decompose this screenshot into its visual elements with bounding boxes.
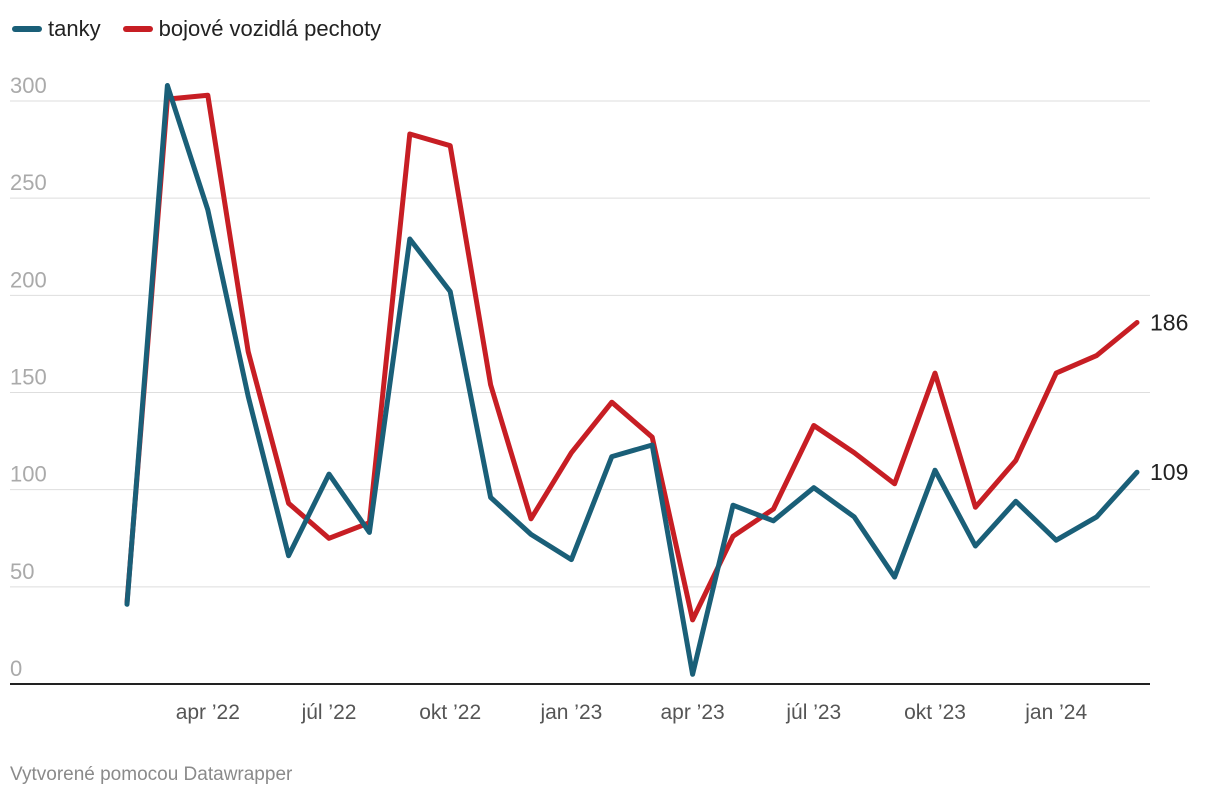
x-tick-label-6: okt ’23 [904,701,966,724]
legend-item-bvp: bojové vozidlá pechoty [122,16,382,42]
x-tick-label-2: okt ’22 [419,701,481,724]
series-line-tanky [124,83,1140,677]
end-label-bvp: 186 [1150,310,1188,336]
y-tick-label-0: 0 [10,656,22,681]
y-tick-label-300: 300 [10,73,47,98]
x-tick-label-0: apr ’22 [176,701,240,724]
line-chart: 0 50 100 150 200 250 300 apr ’22 júl ’22 okt ’22 j… [10,73,1188,724]
footer-credit: Vytvorené pomocou Datawrapper [10,764,293,785]
y-tick-label-200: 200 [10,267,47,292]
x-tick-label-5: júl ’23 [785,701,841,724]
legend-item-tanky: tanky [12,16,101,42]
chart-legend: tanky bojové vozidlá pechoty [12,16,403,42]
legend-label-bvp: bojové vozidlá pechoty [158,16,382,41]
series-line-bvp [124,92,1140,623]
x-tick-label-4: apr ’23 [660,701,724,724]
end-label-tanky: 109 [1150,459,1188,485]
legend-swatch-bvp [122,26,153,32]
y-tick-label-250: 250 [10,170,47,195]
x-tick-label-3: jan ’23 [539,701,602,724]
y-tick-label-50: 50 [10,559,34,584]
legend-label-tanky: tanky [48,16,101,41]
x-tick-label-1: júl ’22 [301,701,357,724]
y-tick-label-100: 100 [10,462,47,487]
y-tick-label-150: 150 [10,365,47,390]
x-tick-label-7: jan ’24 [1024,701,1087,724]
legend-swatch-tanky [12,26,42,32]
